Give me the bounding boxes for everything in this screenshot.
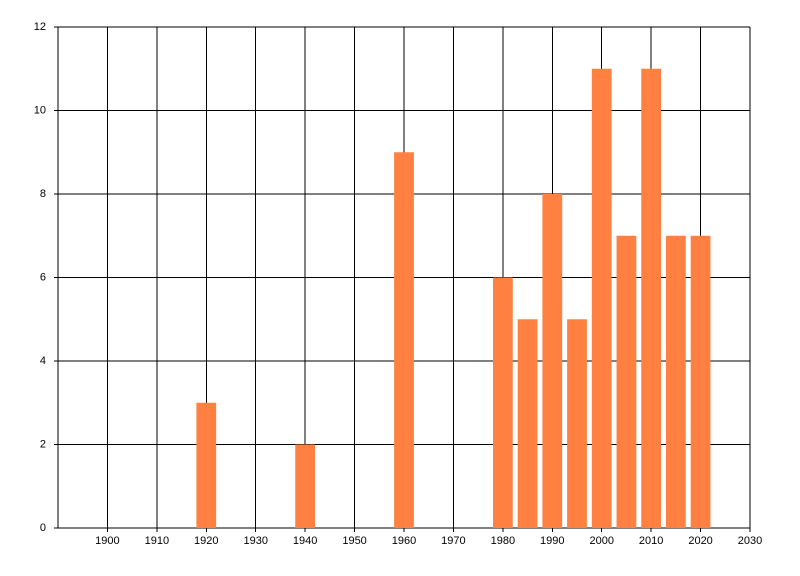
y-tick-label: 8 [40,188,46,200]
x-tick-label: 2010 [639,535,663,547]
bar [567,319,587,528]
x-tick-label: 1900 [95,535,119,547]
y-tick-label: 0 [40,522,46,534]
x-tick-label: 1940 [293,535,317,547]
x-tick-label: 1960 [392,535,416,547]
bar [641,68,662,528]
bar [295,444,316,528]
x-tick-label: 1990 [540,535,564,547]
x-tick-label: 2020 [688,535,712,547]
x-tick-label: 1970 [441,535,465,547]
x-tick-label: 2030 [738,535,762,547]
bar [690,235,711,528]
bar [616,235,637,528]
bar [665,235,686,528]
bar [492,277,513,528]
x-tick-label: 1950 [342,535,366,547]
x-tick-label: 2000 [589,535,613,547]
bar [394,152,414,528]
y-tick-label: 2 [40,438,46,450]
x-tick-label: 1910 [145,535,169,547]
x-tick-label: 1930 [243,535,267,547]
x-tick-label: 1920 [194,535,218,547]
y-tick-label: 4 [40,355,46,367]
bar [196,402,217,528]
bar [517,319,538,528]
y-tick-label: 12 [34,21,46,33]
y-tick-label: 10 [34,104,46,116]
y-tick-label: 6 [40,271,46,283]
bar [542,194,563,528]
x-tick-label: 1980 [491,535,515,547]
bar [591,68,612,528]
